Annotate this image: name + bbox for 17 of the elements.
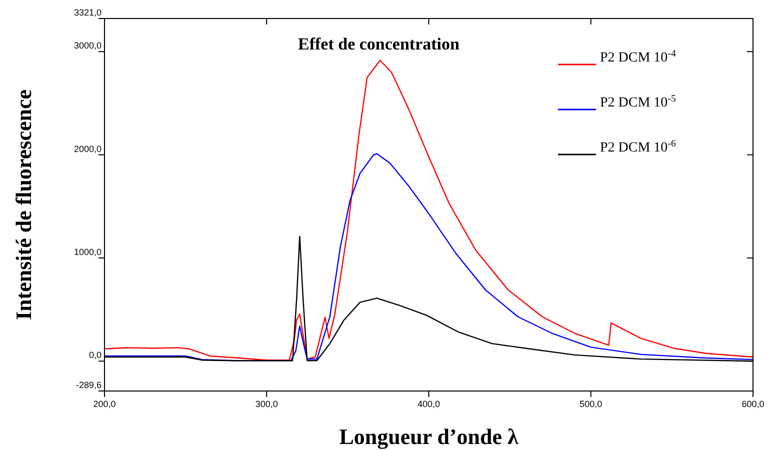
- x-tick-label: 200,0: [93, 399, 116, 409]
- x-axis-title: Longueur d’onde λ: [339, 424, 518, 449]
- y-tick-label: -289,6: [76, 380, 102, 390]
- legend-label: P2 DCM 10$^{-5}$: [600, 93, 676, 110]
- y-tick-label: 0,0: [88, 350, 102, 360]
- y-axis-title: Intensité de fluorescence: [11, 89, 36, 320]
- y-tick-label: 3321,0: [74, 8, 102, 18]
- x-tick-label: 300,0: [255, 399, 278, 409]
- text: Effet de concentration: [298, 34, 460, 54]
- legend-label: P2 DCM 10$^{-4}$: [600, 48, 676, 66]
- x-tick-label: 400,0: [417, 399, 440, 409]
- x-tick-label: 500,0: [580, 399, 602, 409]
- y-tick-label: 2000,0: [74, 144, 102, 154]
- x-tick-label: 600,0: [742, 399, 764, 409]
- legend-label: P2 DCM 10$^{-6}$: [600, 138, 676, 156]
- y-tick-label: 1000,0: [74, 246, 102, 257]
- y-tick-label: 3000,0: [74, 40, 102, 51]
